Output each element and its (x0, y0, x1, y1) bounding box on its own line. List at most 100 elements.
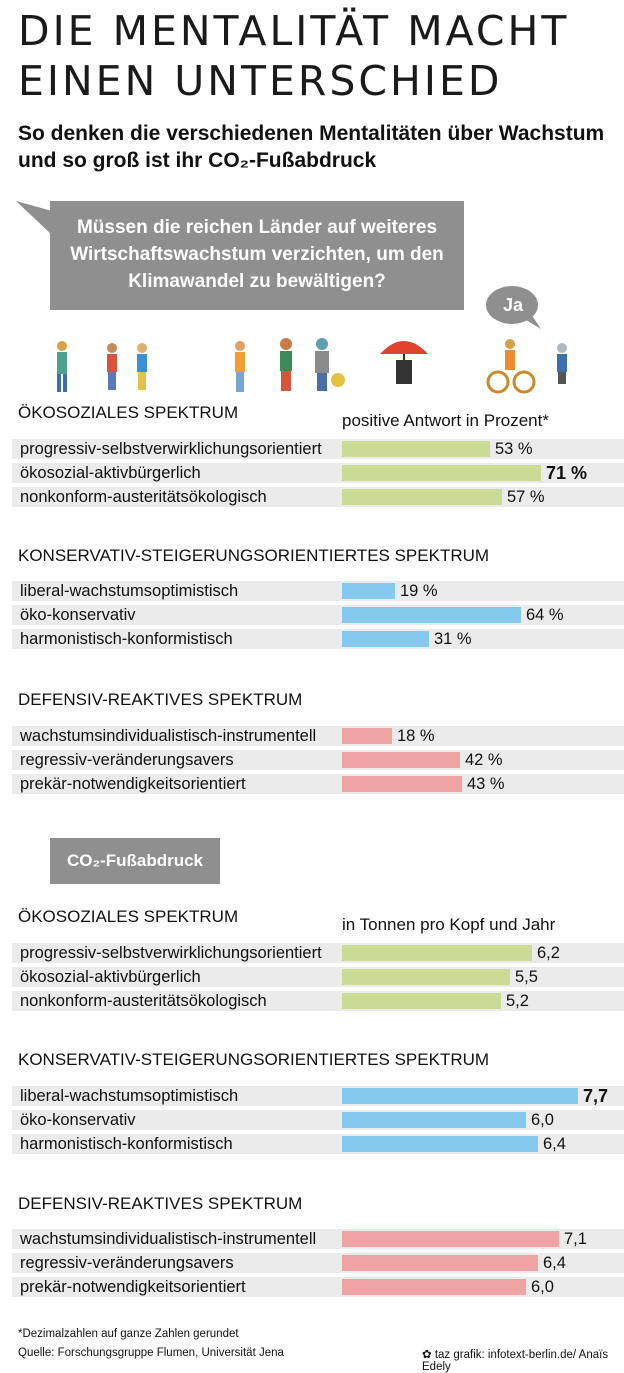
cyclist-figure-icon (486, 339, 536, 394)
person-figure-icon (107, 343, 117, 390)
value-label: 7,1 (564, 1230, 587, 1248)
category-label: liberal-wachstumsoptimistisch (20, 1087, 239, 1105)
page-title: DIE MENTALITÄT MACHT EINEN UNTERSCHIED (18, 7, 570, 105)
bar (342, 776, 462, 792)
row-background (12, 581, 624, 601)
bar-row: regressiv-veränderungsavers 6,4 (12, 1253, 624, 1273)
bar (342, 607, 521, 623)
credit-note: ✿ taz grafik: infotext-berlin.de/ Anaïs … (422, 1347, 624, 1373)
value-label: 53 % (495, 440, 533, 458)
category-label: prekär-notwendigkeitsorientiert (20, 775, 246, 793)
speech-bubble-tail-icon (16, 201, 52, 235)
value-label: 18 % (397, 727, 435, 745)
category-label: nonkonform-austeritätsökologisch (20, 488, 267, 506)
bar-row: prekär-notwendigkeitsorientiert 6,0 (12, 1277, 624, 1297)
category-label: wachstumsindividualistisch-instrumentell (20, 1230, 317, 1248)
category-label: regressiv-veränderungsavers (20, 1254, 234, 1272)
bar (342, 1112, 526, 1128)
person-figure-icon (557, 343, 567, 384)
bar-row: ökosozial-aktivbürgerlich 71 % (12, 463, 624, 483)
group-heading: ÖKOSOZIALES SPEKTRUM (18, 403, 239, 422)
bar (342, 489, 502, 505)
bar-row: nonkonform-austeritätsökologisch 5,2 (12, 991, 624, 1011)
person-figure-icon (315, 338, 345, 391)
person-figure-icon (137, 343, 147, 390)
value-label: 6,2 (537, 944, 560, 962)
bar (342, 1279, 526, 1295)
value-label: 5,5 (515, 968, 538, 986)
value-label: 31 % (434, 630, 472, 648)
category-label: progressiv-selbstverwirklichungsorientie… (20, 440, 322, 458)
co2-section-label: CO₂-Fußabdruck (50, 838, 220, 884)
row-background (12, 629, 624, 649)
umbrella-figure-icon (380, 341, 428, 384)
value-label: 71 % (546, 463, 588, 483)
ja-speech-bubble-icon (486, 286, 541, 329)
bar (342, 752, 460, 768)
row-background (12, 774, 624, 794)
value-label: 7,7 (583, 1086, 609, 1106)
group-heading: ÖKOSOZIALES SPEKTRUM (18, 907, 239, 926)
bar-row: regressiv-veränderungsavers 42 % (12, 750, 624, 770)
bar-row: harmonistisch-konformistisch 31 % (12, 629, 624, 649)
bar-row: harmonistisch-konformistisch 6,4 (12, 1134, 624, 1154)
category-label: liberal-wachstumsoptimistisch (20, 582, 239, 600)
person-figure-icon (57, 341, 67, 392)
person-figure-icon (280, 338, 292, 391)
bar (342, 441, 490, 457)
category-label: ökosozial-aktivbürgerlich (20, 464, 201, 482)
bar-row: wachstumsindividualistisch-instrumentell… (12, 1229, 624, 1249)
bar-row: liberal-wachstumsoptimistisch 7,7 (12, 1086, 624, 1106)
bar-row: ökosozial-aktivbürgerlich 5,5 (12, 967, 624, 987)
unit-note: in Tonnen pro Kopf und Jahr (342, 915, 556, 934)
bar-row: nonkonform-austeritätsökologisch 57 % (12, 487, 624, 507)
value-label: 6,4 (543, 1254, 566, 1272)
bar (342, 728, 392, 744)
question-bubble: Müssen die reichen Länder auf weiteres W… (50, 201, 464, 310)
source-note: Quelle: Forschungsgruppe Flumen, Univers… (18, 1347, 284, 1359)
bar (342, 583, 395, 599)
unit-note: positive Antwort in Prozent* (342, 411, 549, 430)
bar (342, 945, 532, 961)
bar (342, 1088, 578, 1104)
bar (342, 993, 501, 1009)
bar (342, 465, 541, 481)
value-label: 43 % (467, 775, 505, 793)
taz-paw-icon: ✿ (422, 1349, 435, 1361)
category-label: progressiv-selbstverwirklichungsorientie… (20, 944, 322, 962)
value-label: 6,0 (531, 1278, 554, 1296)
bar-row: prekär-notwendigkeitsorientiert 43 % (12, 774, 624, 794)
group-heading: KONSERVATIV-STEIGERUNGSORIENTIERTES SPEK… (18, 546, 490, 565)
value-label: 5,2 (506, 992, 529, 1010)
bar-row: öko-konservativ 6,0 (12, 1110, 624, 1130)
value-label: 42 % (465, 751, 503, 769)
group-heading: DEFENSIV-REAKTIVES SPEKTRUM (18, 690, 303, 709)
category-label: harmonistisch-konformistisch (20, 630, 233, 648)
ja-label: Ja (502, 295, 524, 315)
category-label: öko-konservativ (20, 1111, 136, 1129)
category-label: wachstumsindividualistisch-instrumentell (20, 727, 317, 745)
category-label: prekär-notwendigkeitsorientiert (20, 1278, 246, 1296)
group-heading: KONSERVATIV-STEIGERUNGSORIENTIERTES SPEK… (18, 1050, 490, 1069)
value-label: 64 % (526, 606, 564, 624)
bar-row: liberal-wachstumsoptimistisch 19 % (12, 581, 624, 601)
bar (342, 1136, 538, 1152)
page-subtitle: So denken die verschiedenen Mentalitäten… (18, 122, 605, 172)
person-figure-icon (235, 341, 245, 392)
bar-row: wachstumsindividualistisch-instrumentell… (12, 726, 624, 746)
illustration-people-icon (57, 338, 567, 394)
bar-row: progressiv-selbstverwirklichungsorientie… (12, 439, 624, 459)
category-label: regressiv-veränderungsavers (20, 751, 234, 769)
credit-text: taz grafik: infotext-berlin.de/ Anaïs Ed… (422, 1349, 609, 1373)
bar-row: öko-konservativ 64 % (12, 605, 624, 625)
group-heading: DEFENSIV-REAKTIVES SPEKTRUM (18, 1194, 303, 1213)
category-label: nonkonform-austeritätsökologisch (20, 992, 267, 1010)
row-background (12, 726, 624, 746)
category-label: öko-konservativ (20, 606, 136, 624)
bar (342, 969, 510, 985)
value-label: 6,4 (543, 1135, 566, 1153)
bar (342, 631, 429, 647)
value-label: 57 % (507, 488, 545, 506)
value-label: 6,0 (531, 1111, 554, 1129)
bar (342, 1231, 559, 1247)
